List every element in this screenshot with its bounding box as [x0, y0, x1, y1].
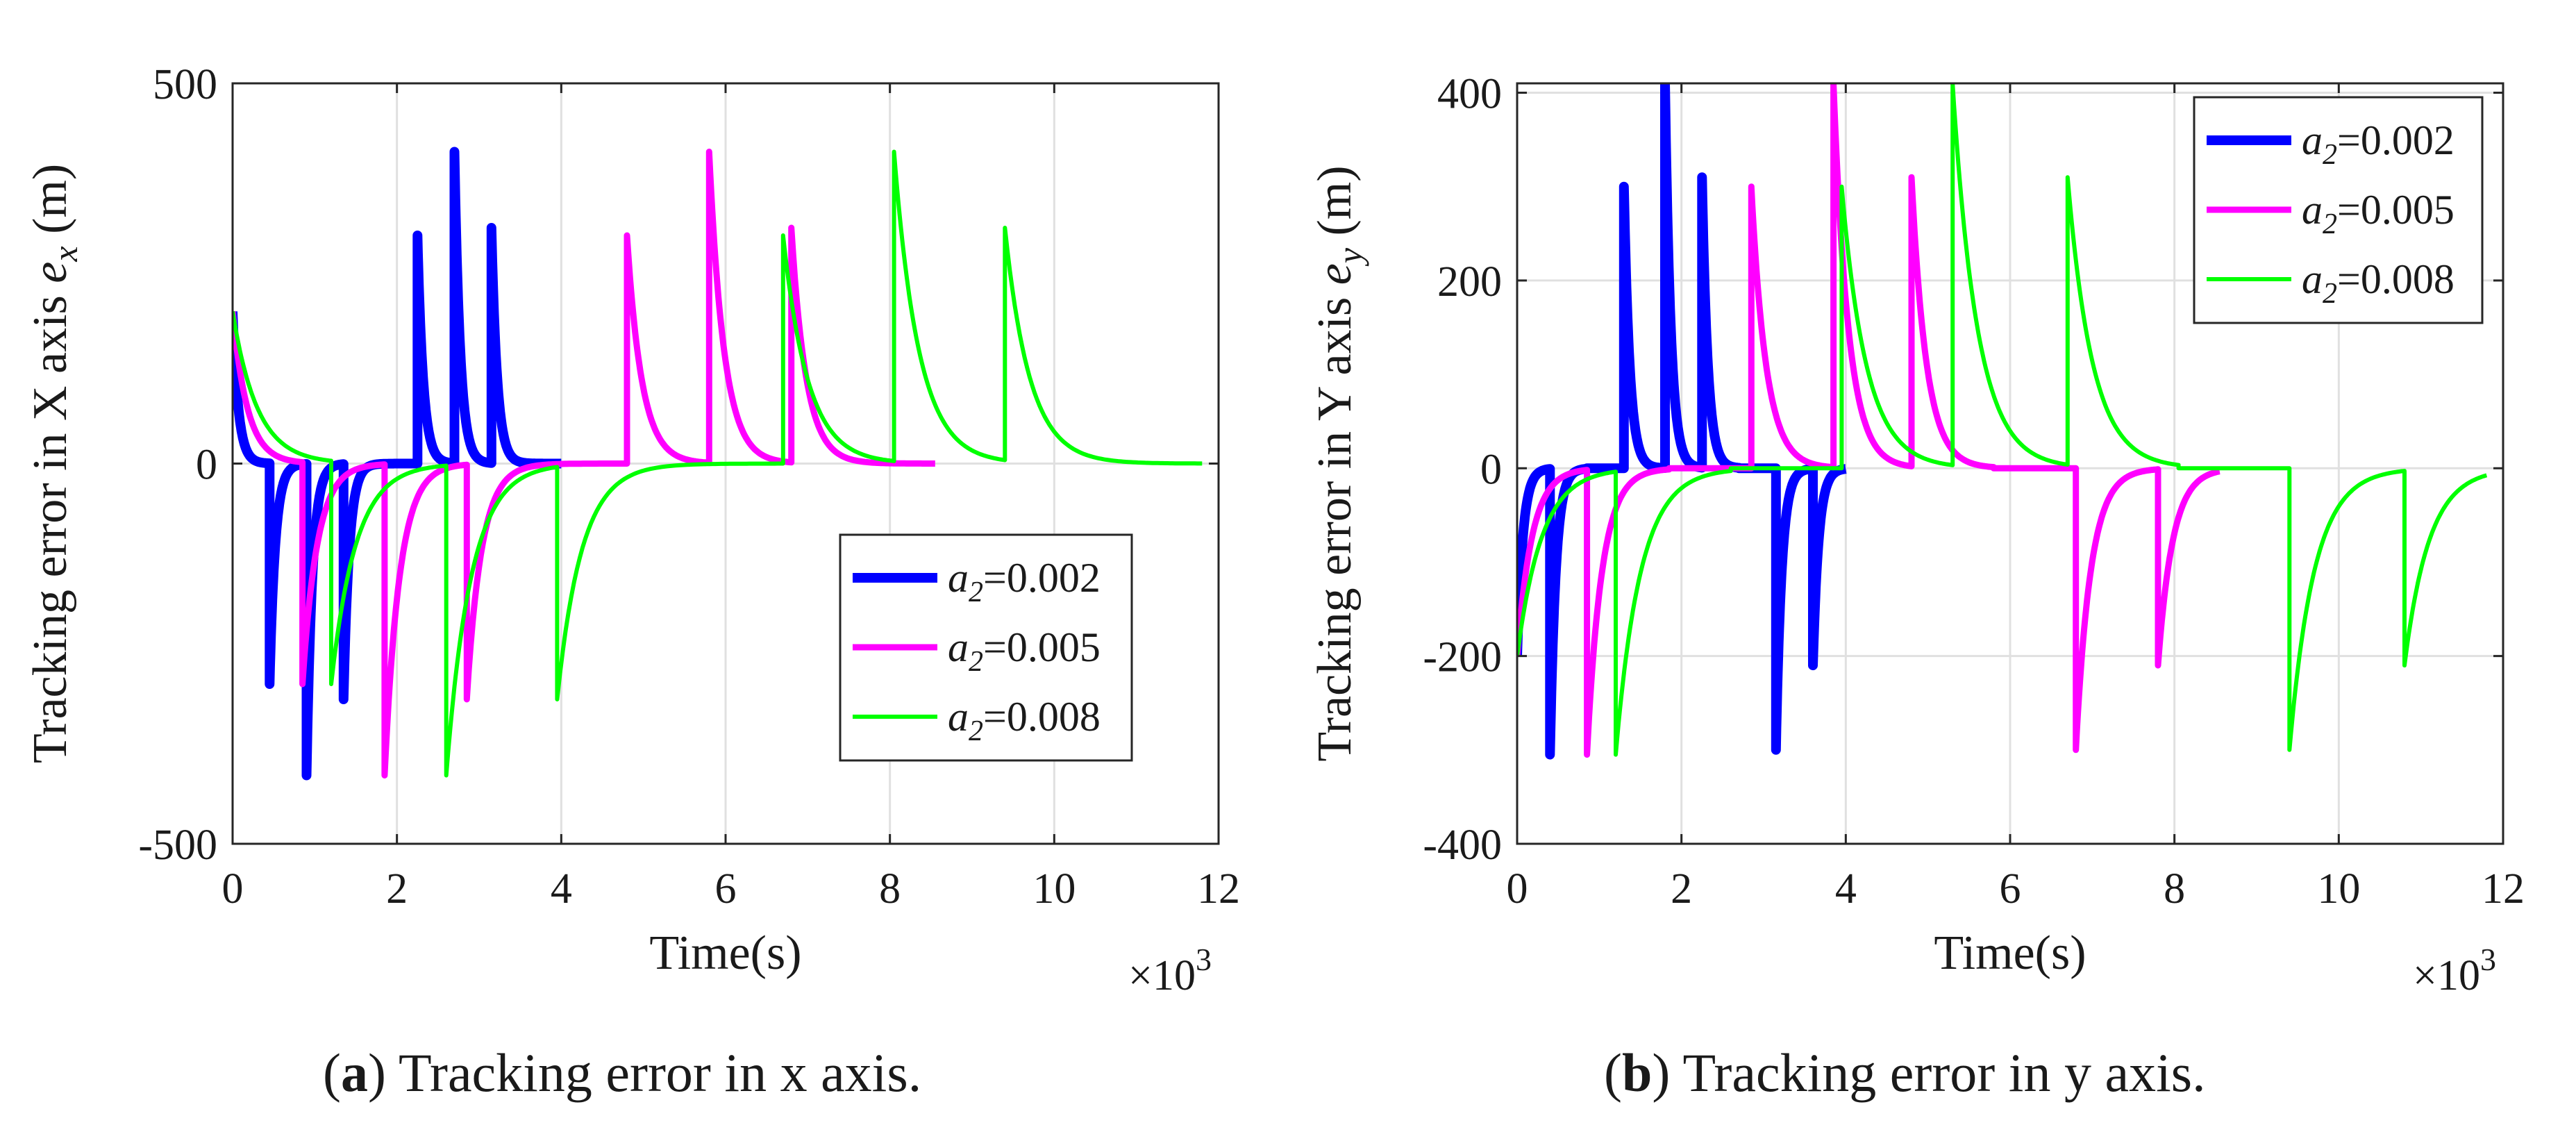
x-tick-label: 2 — [1671, 865, 1692, 913]
caption-b-text: Tracking error in y axis. — [1670, 1042, 2206, 1103]
y-tick-label: -500 — [138, 822, 217, 869]
series-line-magenta — [1517, 83, 2223, 758]
x-tick-label: 2 — [386, 865, 408, 913]
chart-y-axis-error: 0 2 4 6 8 10 12 -400 -200 0 200 400 Time(s) ×103 Track… — [1308, 71, 2525, 999]
y-tick-label: -400 — [1423, 822, 1502, 869]
x-tick-label: 4 — [551, 865, 572, 913]
x-multiplier: ×103 — [1128, 942, 1212, 999]
caption-a-label: a — [340, 1042, 368, 1103]
series-line-magenta — [233, 149, 937, 779]
legend-label: a2=0.005 — [948, 624, 1101, 678]
series-line-blue — [1517, 83, 1850, 760]
x-tick-label: 0 — [222, 865, 244, 913]
y-tick-label: 200 — [1437, 258, 1502, 306]
legend-label: a2=0.002 — [948, 555, 1101, 608]
x-tick-label: 10 — [1032, 865, 1076, 913]
x-tick-label: 8 — [2164, 865, 2185, 913]
y-tick-label: -200 — [1423, 634, 1502, 681]
x-tick-label: 4 — [1835, 865, 1857, 913]
y-tick-label: 400 — [1437, 71, 1502, 118]
x-tick-label: 8 — [879, 865, 901, 913]
y-axis-label: Tracking error in Y axis ey (m) — [1308, 165, 1369, 761]
x-tick-label: 12 — [1197, 865, 1240, 913]
caption-a-text: Tracking error in x axis. — [385, 1042, 922, 1103]
x-axis-label: Time(s) — [649, 926, 801, 980]
x-tick-label: 12 — [2482, 865, 2525, 913]
legend-label: a2=0.008 — [2302, 256, 2454, 310]
legend-label: a2=0.005 — [2302, 187, 2454, 240]
x-tick-label: 0 — [1507, 865, 1528, 913]
caption-b-label: b — [1621, 1042, 1653, 1103]
x-tick-label: 6 — [2000, 865, 2021, 913]
x-tick-label: 10 — [2317, 865, 2360, 913]
series-line-green — [1517, 83, 2488, 757]
y-tick-label: 500 — [153, 61, 217, 108]
legend-label: a2=0.002 — [2302, 117, 2454, 171]
caption-b: (b) Tracking error in y axis. — [1604, 1042, 2206, 1103]
x-tick-label: 6 — [715, 865, 737, 913]
caption-a: (a) Tracking error in x axis. — [323, 1042, 922, 1103]
legend-label: a2=0.008 — [948, 694, 1101, 747]
y-tick-label: 0 — [1480, 446, 1502, 493]
x-multiplier: ×103 — [2413, 942, 2496, 999]
y-axis-label: Tracking error in X axis ex (m) — [24, 164, 85, 763]
y-tick-label: 0 — [196, 442, 217, 489]
series-line-green — [233, 149, 1203, 778]
x-axis-label: Time(s) — [1934, 926, 2086, 980]
